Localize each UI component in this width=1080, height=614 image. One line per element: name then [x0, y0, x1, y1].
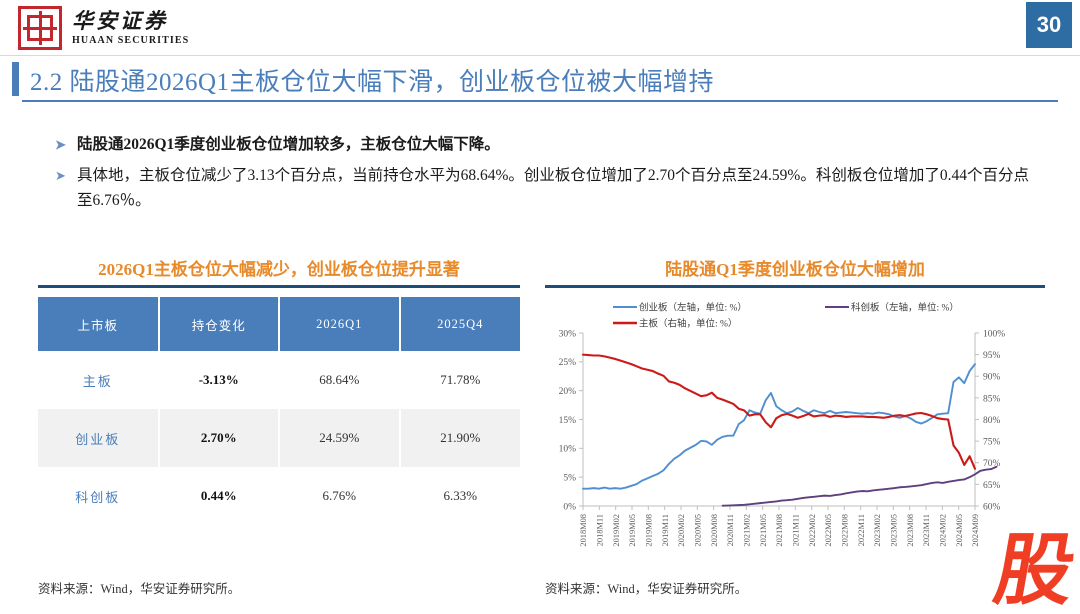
svg-text:70%: 70%	[983, 459, 1001, 469]
table-row: 科创板 0.44% 6.76% 6.33%	[38, 467, 520, 525]
svg-text:2021M02: 2021M02	[743, 514, 752, 547]
svg-text:2023M08: 2023M08	[906, 514, 915, 547]
position-line-chart: 0% 5% 10% 15% 20% 25% 30% 60% 65% 70% 75% 80% 85% 90%…	[545, 293, 1045, 578]
svg-text:95%: 95%	[983, 351, 1001, 361]
svg-text:2024M09: 2024M09	[971, 514, 980, 547]
logo-mark-icon	[18, 6, 62, 50]
svg-text:2019M11: 2019M11	[661, 514, 670, 546]
svg-text:2019M02: 2019M02	[612, 514, 621, 547]
table-col-header: 上市板	[38, 297, 160, 351]
left-panel-title: 2026Q1主板仓位大幅减少，创业板仓位提升显著	[98, 260, 460, 279]
table-cell-board: 创业板	[38, 409, 160, 467]
logo-english-name: HUAAN SECURITIES	[72, 34, 190, 46]
svg-text:2018M08: 2018M08	[579, 514, 588, 547]
table-header-row: 上市板 持仓变化 2026Q1 2025Q4	[38, 297, 520, 351]
svg-text:2020M11: 2020M11	[726, 514, 735, 546]
bullet-arrow-icon: ➤	[55, 168, 66, 183]
list-item: ➤ 具体地，主板仓位减少了3.13个百分点，当前持仓水平为68.64%。创业板仓…	[55, 163, 1040, 213]
svg-text:2023M05: 2023M05	[890, 514, 899, 547]
right-panel-title: 陆股通Q1季度创业板仓位大幅增加	[665, 260, 925, 279]
page-header: 华安证券 HUAAN SECURITIES 30	[0, 0, 1080, 56]
right-panel-rule	[545, 285, 1045, 288]
svg-text:2023M02: 2023M02	[873, 514, 882, 547]
svg-text:2022M02: 2022M02	[808, 514, 817, 547]
right-source-note: 资料来源：Wind，华安证券研究所。	[545, 582, 748, 596]
page-title: 2.2 陆股通2026Q1主板仓位大幅下滑，创业板仓位被大幅增持	[30, 69, 715, 96]
svg-text:2021M08: 2021M08	[775, 514, 784, 547]
svg-text:2018M11: 2018M11	[596, 514, 605, 546]
header-divider	[0, 55, 1080, 56]
svg-text:2019M08: 2019M08	[645, 514, 654, 547]
svg-text:15%: 15%	[559, 416, 577, 426]
table-cell-change: 2.70%	[158, 409, 280, 467]
svg-text:0%: 0%	[563, 502, 576, 512]
svg-text:2022M05: 2022M05	[824, 514, 833, 547]
svg-text:创业板（左轴，单位: %）: 创业板（左轴，单位: %）	[639, 302, 747, 314]
svg-text:2020M08: 2020M08	[710, 514, 719, 547]
logo-chinese-name: 华安证券	[72, 9, 168, 34]
title-underline	[22, 100, 1058, 102]
svg-text:2020M05: 2020M05	[694, 514, 703, 547]
left-source-note: 资料来源：Wind，华安证券研究所。	[38, 582, 241, 596]
table-cell-q1: 24.59%	[279, 409, 401, 467]
table-cell-q4: 6.33%	[443, 488, 478, 503]
table-cell-q1: 6.76%	[279, 467, 401, 525]
svg-text:100%: 100%	[983, 329, 1005, 339]
company-logo: 华安证券 HUAAN SECURITIES	[18, 6, 189, 50]
table-cell-board: 科创板	[38, 467, 160, 525]
svg-text:2022M11: 2022M11	[857, 514, 866, 546]
svg-text:2022M08: 2022M08	[841, 514, 850, 547]
right-panel: 陆股通Q1季度创业板仓位大幅增加	[545, 255, 1045, 288]
table-col-header: 2026Q1	[279, 297, 401, 351]
svg-text:60%: 60%	[983, 502, 1001, 512]
position-table: 上市板 持仓变化 2026Q1 2025Q4 主板 -3.13% 68.64% …	[38, 297, 520, 525]
svg-text:85%: 85%	[983, 394, 1001, 404]
page-number-badge: 30	[1026, 2, 1072, 48]
table-col-header: 2025Q4	[399, 297, 520, 351]
svg-text:2024M02: 2024M02	[939, 514, 948, 547]
svg-text:10%: 10%	[559, 445, 577, 455]
left-panel-rule	[38, 285, 520, 288]
svg-text:65%: 65%	[983, 481, 1001, 491]
svg-text:主板（右轴，单位: %）: 主板（右轴，单位: %）	[639, 318, 737, 330]
bullet-arrow-icon: ➤	[55, 137, 66, 152]
table-cell-change: -3.13%	[158, 351, 280, 409]
svg-text:科创板（左轴，单位: %）: 科创板（左轴，单位: %）	[851, 302, 959, 314]
left-panel: 2026Q1主板仓位大幅减少，创业板仓位提升显著 上市板 持仓变化 2026Q1…	[38, 255, 520, 525]
svg-text:5%: 5%	[563, 474, 576, 484]
table-row: 创业板 2.70% 24.59% 21.90%	[38, 409, 520, 467]
table-cell-change: 0.44%	[158, 467, 280, 525]
bullet-list: ➤ 陆股通2026Q1季度创业板仓位增加较多，主板仓位大幅下降。 ➤ 具体地，主…	[55, 132, 1040, 213]
table-col-header: 持仓变化	[158, 297, 280, 351]
title-accent-bar	[12, 62, 19, 96]
svg-text:30%: 30%	[559, 329, 577, 339]
table-cell-q4: 71.78%	[440, 372, 481, 387]
svg-text:90%: 90%	[983, 373, 1001, 383]
table-cell-q4: 21.90%	[399, 409, 520, 467]
table-cell-q1: 68.64%	[279, 351, 401, 409]
svg-text:2023M11: 2023M11	[922, 514, 931, 546]
table-row: 主板 -3.13% 68.64% 71.78%	[38, 351, 520, 409]
svg-text:25%: 25%	[559, 358, 577, 368]
bullet-text: 陆股通2026Q1季度创业板仓位增加较多，主板仓位大幅下降。	[77, 136, 500, 153]
svg-text:2020M02: 2020M02	[677, 514, 686, 547]
svg-text:2021M05: 2021M05	[759, 514, 768, 547]
svg-text:2019M05: 2019M05	[628, 514, 637, 547]
svg-text:75%: 75%	[983, 438, 1001, 448]
bullet-text: 具体地，主板仓位减少了3.13个百分点，当前持仓水平为68.64%。创业板仓位增…	[77, 167, 1029, 209]
table-cell-board: 主板	[38, 351, 160, 409]
svg-text:80%: 80%	[983, 416, 1001, 426]
svg-text:2024M05: 2024M05	[955, 514, 964, 547]
list-item: ➤ 陆股通2026Q1季度创业板仓位增加较多，主板仓位大幅下降。	[55, 132, 1040, 157]
svg-text:2021M11: 2021M11	[792, 514, 801, 546]
svg-text:20%: 20%	[559, 387, 577, 397]
